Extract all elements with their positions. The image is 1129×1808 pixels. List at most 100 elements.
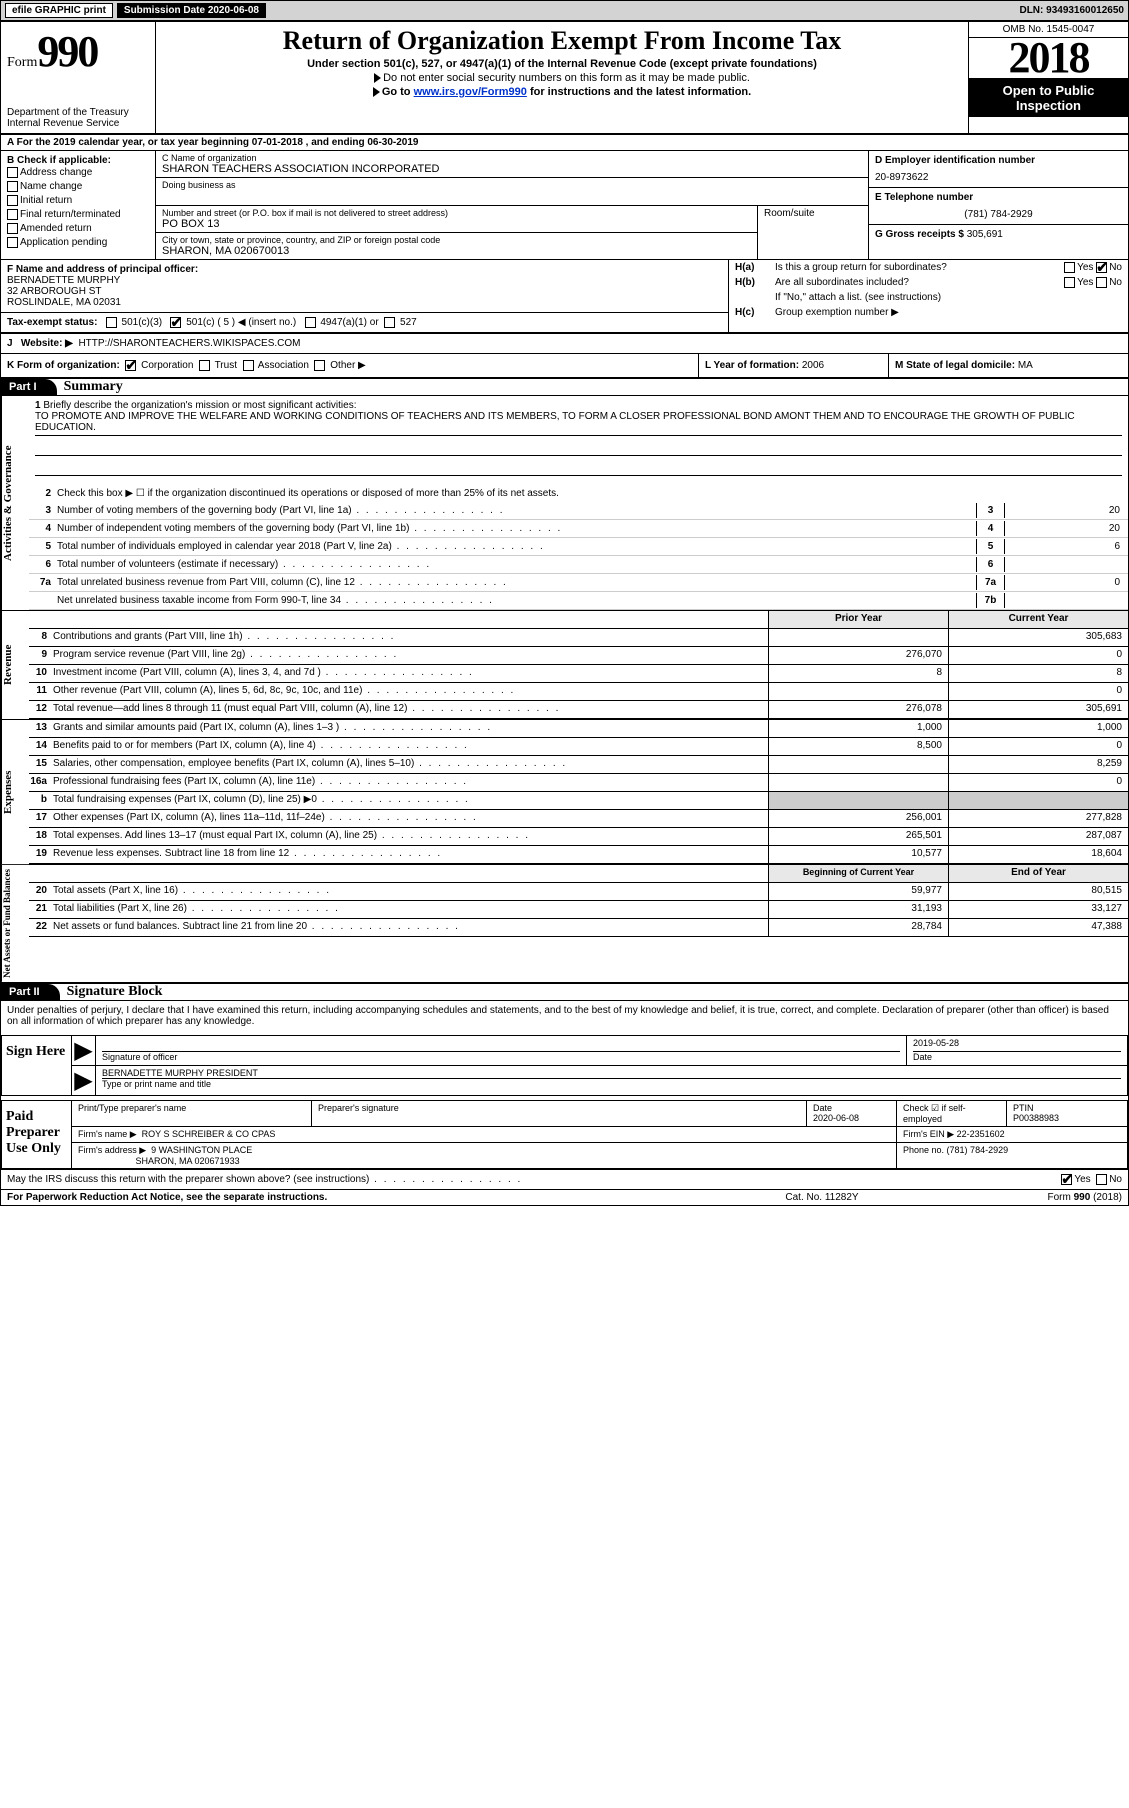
checkbox-icon	[7, 209, 18, 220]
checkbox-icon[interactable]	[1064, 277, 1075, 288]
chk-addr-change[interactable]: Address change	[7, 166, 149, 180]
k-form-org: K Form of organization: Corporation Trus…	[1, 354, 698, 377]
checkbox-icon[interactable]	[1096, 262, 1107, 273]
ptin-label: PTIN	[1013, 1103, 1121, 1113]
may-discuss-row: May the IRS discuss this return with the…	[1, 1169, 1128, 1189]
checkbox-icon[interactable]	[1096, 277, 1107, 288]
hb-label: H(b)	[735, 277, 775, 288]
header-mid: Return of Organization Exempt From Incom…	[156, 22, 968, 133]
data-line: 15Salaries, other compensation, employee…	[29, 756, 1128, 774]
blank-line	[35, 440, 1122, 456]
col-h: H(a) Is this a group return for subordin…	[728, 260, 1128, 332]
k-label: K Form of organization:	[7, 360, 120, 371]
ptin-val: P00388983	[1013, 1113, 1121, 1123]
part2-header: Part II	[1, 984, 60, 1000]
submission-date: 2020-06-08	[208, 5, 259, 16]
room-label: Room/suite	[764, 208, 862, 219]
paid-prep-label: Paid Preparer Use Only	[2, 1101, 72, 1168]
checkbox-icon[interactable]	[1064, 262, 1075, 273]
hc-text: Group exemption number ▶	[775, 307, 899, 318]
efile-button[interactable]: efile GRAPHIC print	[5, 3, 113, 18]
checkbox-icon[interactable]	[170, 317, 181, 328]
f-label: F Name and address of principal officer:	[7, 264, 722, 275]
d-ein-row: D Employer identification number 20-8973…	[869, 151, 1128, 188]
rev-section: Revenue Prior Year Current Year 8Contrib…	[1, 610, 1128, 719]
checkbox-icon[interactable]	[305, 317, 316, 328]
ptin-cell: PTIN P00388983	[1007, 1101, 1127, 1126]
row-m: M State of legal domicile: MA	[888, 354, 1128, 377]
chk-initial[interactable]: Initial return	[7, 194, 149, 208]
checkbox-icon[interactable]	[199, 360, 210, 371]
vtab-revenue: Revenue	[1, 611, 29, 719]
section-bcd: B Check if applicable: Address change Na…	[1, 151, 1128, 260]
chk-name-change[interactable]: Name change	[7, 180, 149, 194]
net-header-row: Beginning of Current Year End of Year	[29, 865, 1128, 883]
declaration: Under penalties of perjury, I declare th…	[1, 1001, 1128, 1031]
checkbox-icon[interactable]	[106, 317, 117, 328]
checkbox-icon	[7, 223, 18, 234]
i-label: Tax-exempt status:	[7, 317, 97, 328]
triangle-icon	[374, 73, 381, 83]
c-name-label: C Name of organization	[162, 153, 862, 163]
submission-label: Submission Date	[124, 5, 208, 16]
q1-label: 1	[35, 400, 41, 411]
hdr-blank	[29, 865, 53, 882]
app-pending-label: Application pending	[20, 237, 107, 248]
checkbox-icon[interactable]	[243, 360, 254, 371]
checkbox-icon[interactable]	[125, 360, 136, 371]
rowA-end: 06-30-2019	[367, 137, 418, 148]
f-name: BERNADETTE MURPHY	[7, 275, 722, 286]
prep-date-label: Date	[813, 1103, 890, 1113]
rowA-begin: 07-01-2018	[252, 137, 303, 148]
final-label: Final return/terminated	[20, 209, 121, 220]
prep-sig-cell: Preparer's signature	[312, 1101, 807, 1126]
data-line: bTotal fundraising expenses (Part IX, co…	[29, 792, 1128, 810]
form990-link[interactable]: www.irs.gov/Form990	[414, 86, 527, 98]
gov-line: Net unrelated business taxable income fr…	[29, 592, 1128, 610]
gov-line: 3Number of voting members of the governi…	[29, 502, 1128, 520]
initial-label: Initial return	[20, 195, 72, 206]
ln2-num: 2	[33, 488, 57, 499]
k-trust: Trust	[215, 360, 237, 371]
submission-date-btn[interactable]: Submission Date 2020-06-08	[117, 3, 266, 18]
section-fgh: F Name and address of principal officer:…	[1, 260, 1128, 333]
ha-label: H(a)	[735, 262, 775, 273]
data-line: 11Other revenue (Part VIII, column (A), …	[29, 683, 1128, 701]
data-line: 18Total expenses. Add lines 13–17 (must …	[29, 828, 1128, 846]
dept-treasury: Department of the Treasury	[7, 107, 149, 118]
net-lines: 20Total assets (Part X, line 16)59,97780…	[29, 883, 1128, 937]
ein-label: D Employer identification number	[875, 155, 1122, 166]
chk-amended[interactable]: Amended return	[7, 222, 149, 236]
c-street-row: Number and street (or P.O. box if mail i…	[156, 206, 868, 259]
hdr-blank2	[53, 611, 768, 628]
checkbox-icon[interactable]	[1096, 1174, 1107, 1185]
phone-label: E Telephone number	[875, 192, 1122, 203]
f-city: ROSLINDALE, MA 02031	[7, 297, 722, 308]
ha-text: Is this a group return for subordinates?	[775, 262, 947, 273]
top-bar: efile GRAPHIC print Submission Date 2020…	[1, 1, 1128, 22]
sig-name-label: Type or print name and title	[102, 1079, 1121, 1089]
may-yesno: Yes No	[1061, 1174, 1122, 1185]
yes-label: Yes	[1077, 277, 1093, 288]
prep-date-cell: Date 2020-06-08	[807, 1101, 897, 1126]
street-label: Number and street (or P.O. box if mail i…	[162, 208, 751, 218]
chk-app-pending[interactable]: Application pending	[7, 236, 149, 250]
data-line: 22Net assets or fund balances. Subtract …	[29, 919, 1128, 937]
rowA-label: A For the 2019 calendar year, or tax yea…	[7, 137, 252, 148]
chk-final[interactable]: Final return/terminated	[7, 208, 149, 222]
dln: DLN: 93493160012650	[1019, 5, 1124, 16]
checkbox-icon[interactable]	[1061, 1174, 1072, 1185]
footer-right-post: (2018)	[1090, 1192, 1122, 1203]
h-c-row: H(c) Group exemption number ▶	[729, 305, 1128, 320]
data-line: 19Revenue less expenses. Subtract line 1…	[29, 846, 1128, 864]
checkbox-icon[interactable]	[314, 360, 325, 371]
gov-section: Activities & Governance 1 Briefly descri…	[1, 396, 1128, 610]
ein-val: 20-8973622	[875, 172, 1122, 183]
firm-addr1: 9 WASHINGTON PLACE	[151, 1145, 252, 1155]
k-other: Other ▶	[330, 360, 365, 371]
begin-hdr: Beginning of Current Year	[768, 865, 948, 882]
checkbox-icon[interactable]	[384, 317, 395, 328]
addr-change-label: Address change	[20, 167, 92, 178]
data-line: 14Benefits paid to or for members (Part …	[29, 738, 1128, 756]
subtitle-1: Under section 501(c), 527, or 4947(a)(1)…	[164, 58, 960, 70]
